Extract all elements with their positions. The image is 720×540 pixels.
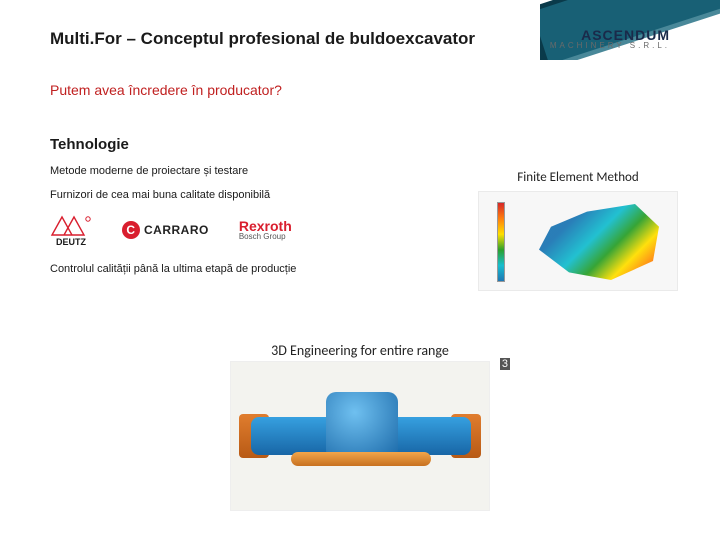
- axle-cylinder-icon: [291, 452, 431, 466]
- rexroth-label: Rexroth: [239, 219, 292, 233]
- title-row: Multi.For – Conceptul profesional de bul…: [50, 28, 670, 50]
- fem-image: [478, 191, 678, 291]
- slide-page: Multi.For – Conceptul profesional de bul…: [0, 0, 720, 540]
- fem-block: Finite Element Method: [468, 170, 688, 291]
- fem-part-icon: [539, 204, 659, 280]
- deutz-icon: [50, 213, 92, 237]
- eng3d-title: 3D Engineering for entire range: [120, 342, 600, 359]
- logo-rexroth: Rexroth Bosch Group: [239, 219, 292, 241]
- eng3d-image: [230, 361, 490, 511]
- fem-title: Finite Element Method: [468, 170, 688, 185]
- fem-colorbar-icon: [497, 202, 505, 282]
- logo-deutz: DEUTZ: [50, 213, 92, 247]
- subtitle: Putem avea încredere în producator?: [50, 82, 670, 98]
- page-number: 3: [500, 358, 510, 370]
- logo-carraro: C CARRARO: [122, 221, 209, 239]
- deutz-label: DEUTZ: [56, 237, 86, 247]
- carraro-label: CARRARO: [144, 223, 209, 237]
- axle-center-icon: [326, 392, 398, 460]
- brand-sub: MACHINERY S.R.L.: [550, 42, 670, 50]
- brand-logo: ASCENDUM MACHINERY S.R.L.: [550, 28, 670, 50]
- rexroth-sublabel: Bosch Group: [239, 233, 292, 241]
- page-title: Multi.For – Conceptul profesional de bul…: [50, 29, 475, 49]
- carraro-mark-icon: C: [122, 221, 140, 239]
- section-heading: Tehnologie: [50, 136, 670, 153]
- eng3d-block: 3D Engineering for entire range: [120, 342, 600, 511]
